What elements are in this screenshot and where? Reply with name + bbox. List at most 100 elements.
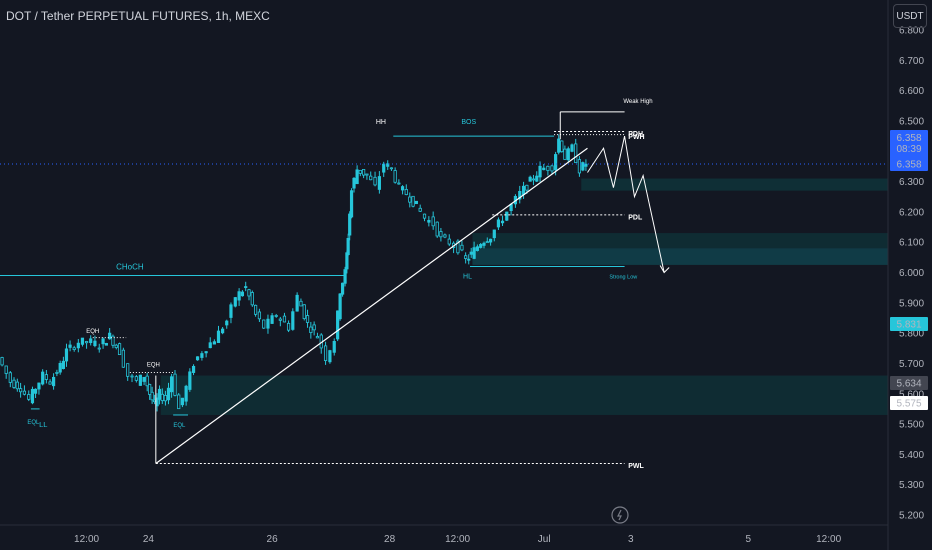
candle [488, 238, 493, 243]
candle [111, 335, 115, 346]
candle [349, 190, 354, 218]
candle [338, 293, 342, 320]
candle [104, 342, 108, 346]
candle [188, 371, 192, 390]
lightning-icon[interactable] [611, 506, 629, 524]
candle [340, 282, 345, 295]
candle [323, 345, 328, 362]
candle [538, 165, 542, 178]
candle [142, 376, 146, 382]
candle [404, 189, 408, 196]
y-tick-label: 6.500 [899, 116, 924, 127]
price-label-countdown: 08:39 [896, 144, 921, 155]
candle [229, 304, 233, 318]
candle [431, 216, 435, 227]
candle [148, 384, 152, 395]
candle [138, 374, 142, 386]
candle [408, 196, 412, 203]
price-label-value: 5.634 [896, 379, 921, 390]
candle [464, 255, 468, 259]
annotation-label: BOS [461, 119, 476, 126]
candle [216, 330, 221, 343]
candle [382, 163, 386, 173]
candle [475, 246, 479, 251]
candle [369, 175, 373, 181]
candle [221, 328, 225, 334]
annotation-label: Strong Low [609, 275, 637, 281]
candle [157, 388, 162, 400]
candle [546, 165, 550, 171]
candle [121, 349, 125, 368]
y-tick-label: 5.800 [899, 329, 924, 340]
x-tick-label: 5 [745, 534, 751, 545]
candle [274, 315, 278, 317]
candle [577, 159, 582, 174]
price-label-value: 6.358 [896, 133, 921, 144]
candle [456, 240, 460, 254]
lightning-glyph [617, 509, 622, 521]
candle [253, 304, 258, 315]
y-tick-label: 6.800 [899, 26, 924, 37]
candle [336, 310, 340, 340]
annotation-label: EQH [147, 362, 160, 368]
candle [80, 337, 85, 345]
price-label-value: 5.831 [896, 320, 921, 331]
candle [247, 289, 251, 297]
annotation-label: CHoCH [116, 262, 144, 271]
candle [362, 169, 366, 176]
candle [76, 342, 80, 349]
candle [373, 176, 377, 186]
candle [397, 182, 401, 185]
y-tick-label: 6.000 [899, 268, 924, 279]
y-tick-label: 6.300 [899, 177, 924, 188]
annotation-label: PDL [628, 214, 643, 221]
candle [348, 213, 352, 236]
candle [177, 394, 181, 410]
candle [460, 244, 464, 251]
candle [584, 163, 588, 167]
candle [365, 173, 369, 176]
candle [472, 247, 476, 259]
x-tick-label: 3 [628, 534, 634, 545]
candle [581, 162, 585, 171]
candle [286, 322, 291, 331]
candle [237, 291, 241, 301]
annotation-label: Weak High [623, 99, 652, 105]
y-tick-label: 6.100 [899, 238, 924, 249]
chart-title: DOT / Tether PERPETUAL FUTURES, 1h, MEXC [6, 9, 270, 23]
candle [270, 315, 274, 324]
candle [377, 176, 381, 190]
candle [163, 394, 168, 402]
candle [302, 304, 306, 319]
candle [332, 340, 336, 353]
candle [84, 341, 89, 344]
candle [389, 167, 394, 170]
candle [145, 375, 149, 387]
x-tick-label: Jul [538, 534, 551, 545]
candle [535, 175, 539, 182]
projection-path [587, 135, 665, 273]
candle [414, 200, 418, 205]
candle [170, 376, 174, 393]
candle [61, 360, 65, 370]
price-label-value: 5.575 [896, 399, 921, 410]
x-tick-label: 26 [267, 534, 279, 545]
y-tick-label: 6.600 [899, 86, 924, 97]
candle [291, 311, 295, 330]
price-label-bg [890, 317, 928, 331]
candle [200, 353, 204, 358]
candle [554, 154, 558, 171]
demand-zone [160, 375, 889, 415]
currency-button[interactable]: USDT [893, 4, 927, 28]
candle [411, 195, 415, 207]
candle [97, 347, 101, 350]
candle [150, 391, 154, 401]
annotation-label: PWL [628, 463, 644, 470]
y-tick-label: 6.200 [899, 207, 924, 218]
candle [439, 231, 443, 238]
candle [386, 163, 390, 167]
candle [500, 220, 505, 224]
candle [101, 338, 105, 345]
candle [550, 165, 554, 172]
